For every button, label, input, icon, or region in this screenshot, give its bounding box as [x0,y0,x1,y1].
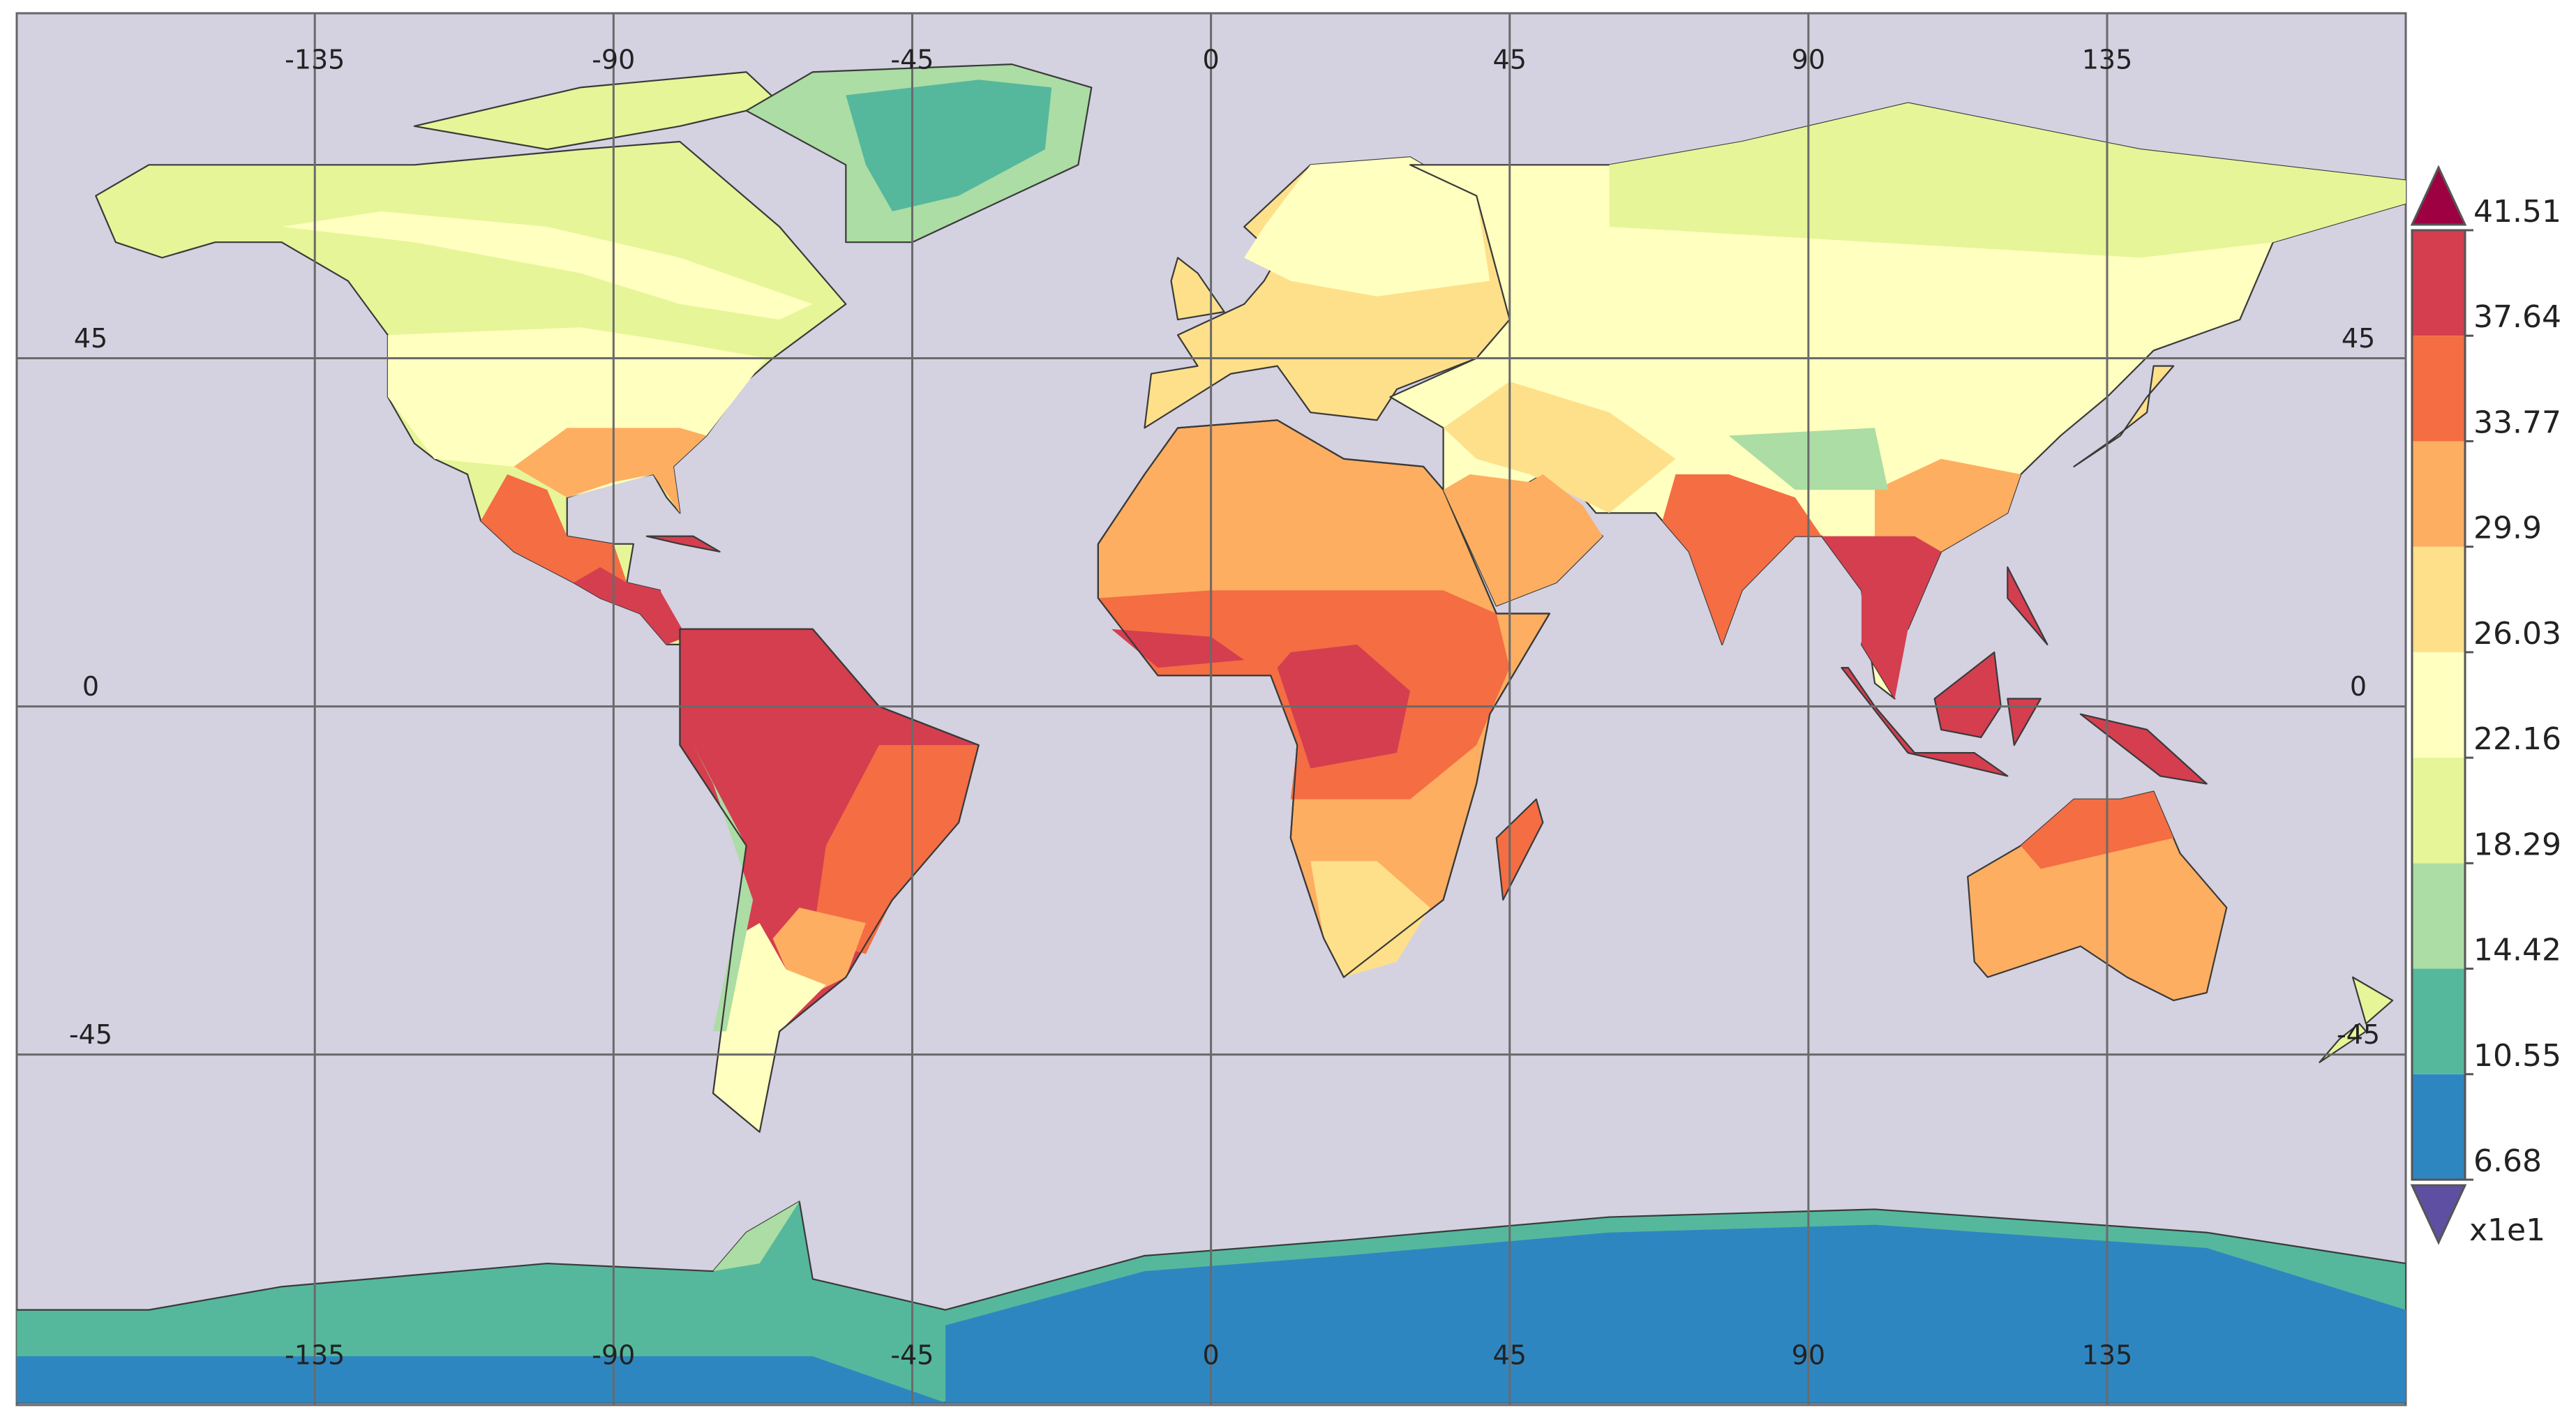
madagascar [1497,799,1543,900]
colorbar-bin [2412,1074,2465,1180]
region [713,923,826,1132]
lon-label-bottom: 0 [1203,1340,1220,1371]
region [693,745,754,1032]
region [17,1356,946,1403]
region [574,566,687,645]
lon-label-top: -45 [890,45,934,75]
lat-label-left: -45 [69,1019,112,1050]
lon-label-top: -90 [592,45,635,75]
lat-label-right: 0 [2350,671,2367,702]
region [713,1201,800,1272]
sumatra-java [1841,668,2007,776]
colorbar-under [2410,1184,2467,1245]
region [1821,536,1942,699]
colorbar-multiplier: x1e1 [2469,1212,2545,1248]
coast [1098,420,1550,977]
colorbar-bin [2412,652,2465,758]
colorbar-label: 33.77 [2473,405,2561,440]
coast [680,629,978,1132]
lat-label-right: 45 [2342,323,2375,354]
colorbar: 6.68 10.55 14.42 18.29 22.16 26.03 29.9 33.77 37… [2410,165,2561,1248]
lon-label-bottom: -90 [592,1340,635,1371]
continents [17,64,2406,1403]
lon-label-top: 90 [1792,45,1825,75]
region [812,745,979,954]
colorbar-bin [2412,441,2465,547]
colorbar-bin [2412,546,2465,652]
philippines [2007,567,2047,645]
colorbar-label: 29.9 [2473,511,2542,546]
caribbean [647,536,720,552]
new-zealand [2353,977,2392,1024]
region [514,428,707,513]
colorbar-bin [2412,758,2465,864]
colorbar-label: 10.55 [2473,1038,2561,1074]
colorbar-frame [2411,229,2466,1181]
colorbar-label: 22.16 [2473,721,2561,757]
region [1662,474,1822,645]
region [2021,791,2174,869]
new-guinea [2081,714,2207,784]
region [1443,381,1676,513]
lat-label-left: 0 [82,671,99,702]
region [1875,458,2021,552]
colorbar-label: 37.64 [2473,299,2561,335]
new-zealand [2319,1023,2366,1062]
lon-label-bottom: 135 [2082,1340,2133,1371]
colorbar-label: 26.03 [2473,616,2561,652]
colorbar-label: 41.51 [2473,194,2561,230]
japan [2074,366,2173,467]
lon-label-bottom: -135 [285,1340,345,1371]
lat-label-right: -45 [2337,1019,2380,1050]
region [846,80,1052,211]
graticule [17,13,2406,1405]
graticule-labels: -135 -135 -90 -90 -45 -45 0 0 45 45 90 90 135 135 45 45… [69,45,2380,1371]
region [1310,861,1430,977]
colorbar-label: 14.42 [2473,933,2561,968]
region [1443,474,1603,606]
lon-label-top: -135 [285,45,345,75]
lon-label-top: 0 [1203,45,1220,75]
map-body [17,13,2406,1405]
colorbar-over [2410,165,2467,226]
lon-label-bottom: 90 [1792,1340,1825,1371]
lon-label-bottom: -45 [890,1340,934,1371]
sulawesi [2007,699,2041,746]
colorbar-label: 6.68 [2473,1143,2542,1179]
region [1244,157,1490,296]
region [945,1224,2406,1403]
lon-label-bottom: 45 [1493,1340,1527,1371]
colorbar-bin [2412,336,2465,442]
colorbar-label: 18.29 [2473,827,2561,862]
colorbar-bin [2412,230,2465,336]
lon-label-top: 45 [1493,45,1527,75]
lon-label-top: 135 [2082,45,2133,75]
colorbar-bin [2412,968,2465,1074]
region [281,211,813,320]
borneo [1935,652,2001,737]
lat-label-left: 45 [74,323,107,354]
colorbar-bin [2412,863,2465,969]
